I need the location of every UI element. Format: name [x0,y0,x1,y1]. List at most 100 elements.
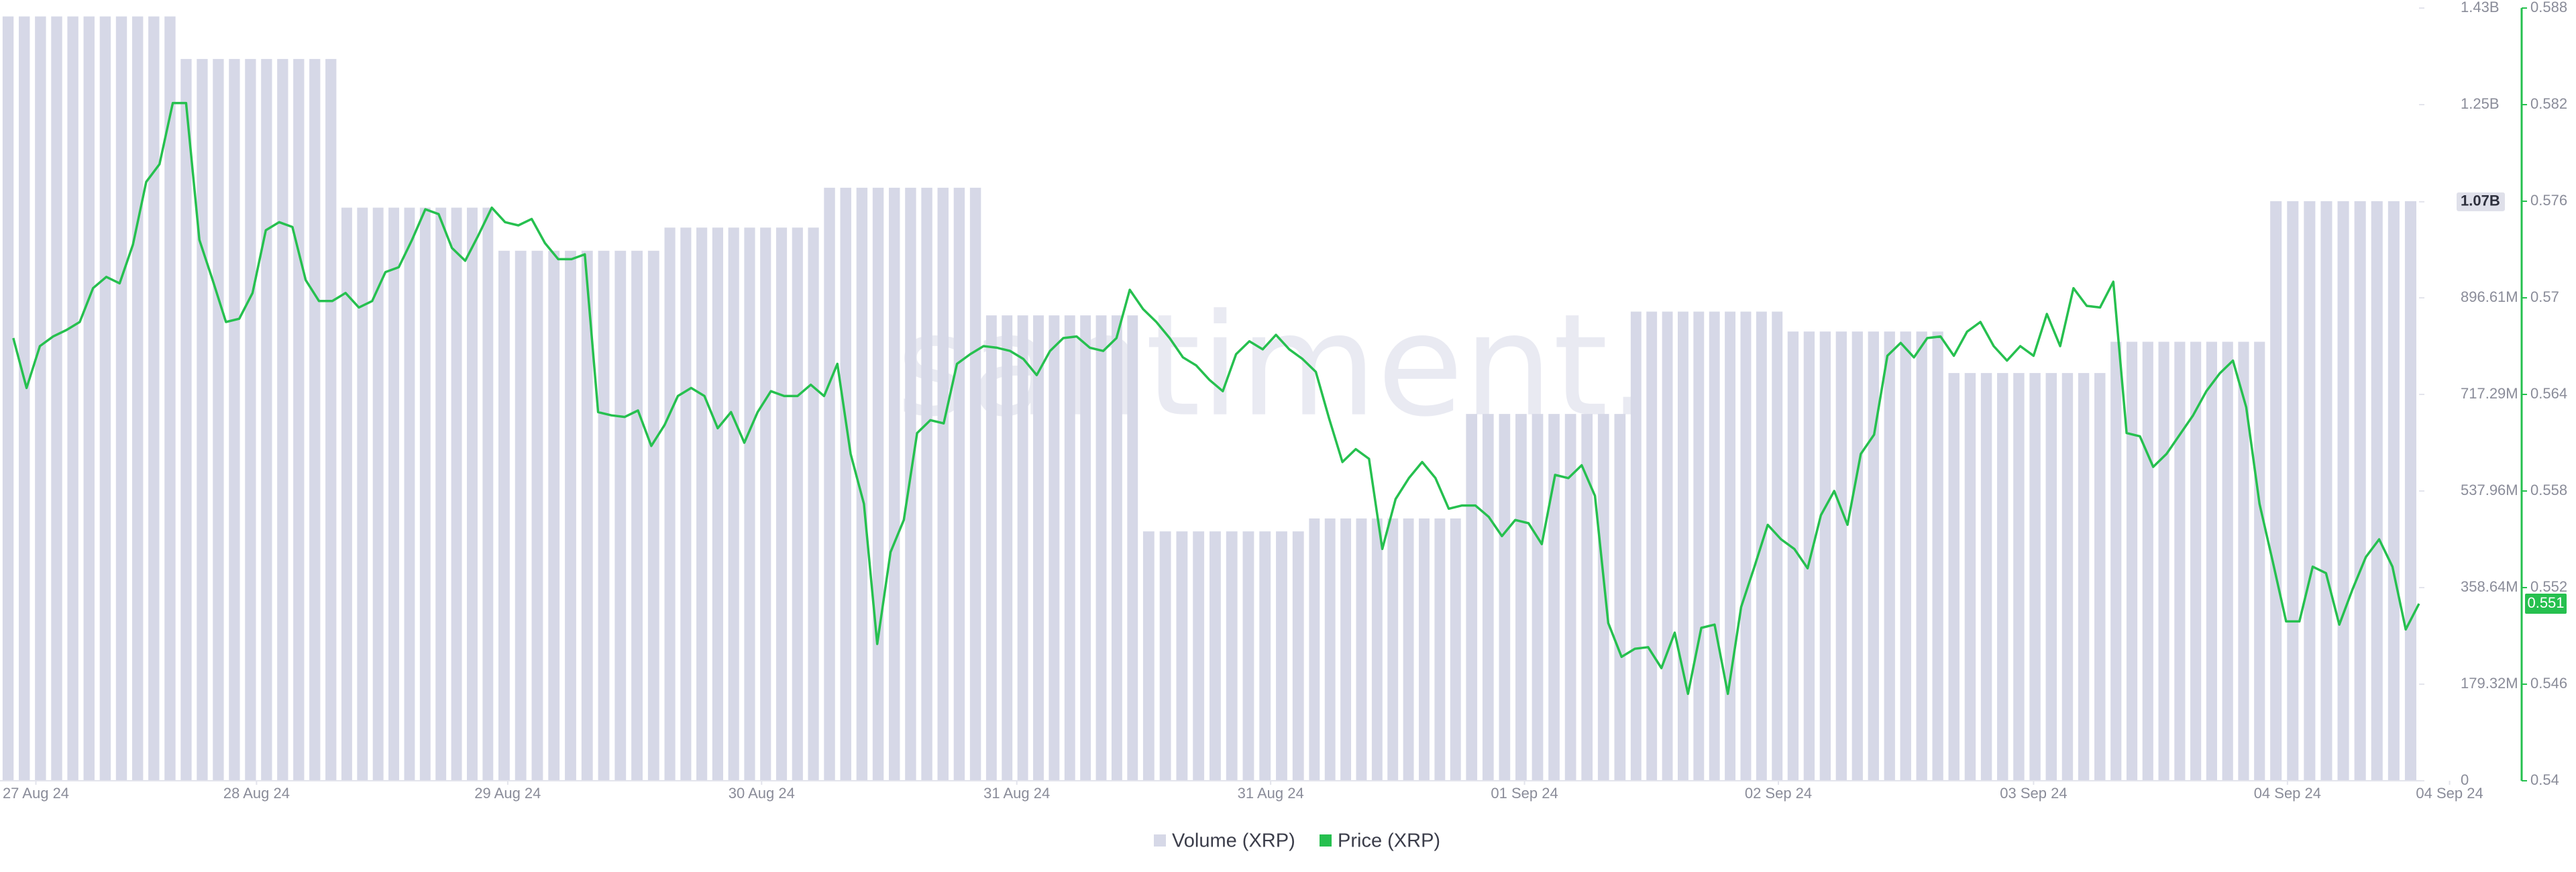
volume-bar [953,187,965,781]
y-tick-label: 717.29M [2461,385,2518,402]
volume-bar [1980,373,1992,781]
volume-bar [744,227,755,781]
volume-bar [1017,315,1028,781]
volume-bar [1725,311,1736,781]
volume-bar [131,16,144,781]
volume-bar [664,227,676,781]
volume-bar [1819,331,1831,781]
volume-bar [180,58,192,781]
volume-bar [148,16,160,781]
volume-bar [1740,311,1752,781]
volume-bar [1387,518,1399,781]
x-tick-label: 04 Sep 24 [2254,785,2321,802]
volume-bar [1142,531,1155,781]
y2-tick-label: 0.588 [2530,0,2567,15]
volume-bar [2110,341,2122,781]
volume-bar [2320,201,2332,781]
x-tick-label: 04 Sep 24 [2416,785,2483,802]
volume-bar [2404,201,2416,781]
volume-bar [293,58,305,781]
volume-bar [2142,341,2153,781]
volume-bar [905,187,916,781]
volume-bar [482,207,494,781]
volume-bar [598,250,610,781]
volume-bar [712,227,723,781]
volume-bar [1916,331,1927,781]
volume-bar [631,250,643,781]
volume-bar [1193,531,1205,781]
volume-bar [83,16,95,781]
volume-bar [1868,331,1879,781]
volume-bar [1309,518,1320,781]
y-tick-label: 358.64M [2461,578,2518,595]
volume-bar [1159,531,1171,781]
volume-bar [1371,518,1383,781]
volume-bar [1597,414,1609,781]
volume-bar [1064,315,1075,781]
volume-bar [1548,414,1560,781]
y-tick-label: 179.32M [2461,675,2518,692]
volume-bar [1581,414,1593,781]
volume-bar [1080,315,1091,781]
volume-bar [2013,373,2025,781]
volume-bar [1662,311,1673,781]
y-tick-label: 1.25B [2461,95,2500,112]
x-tick-label: 31 Aug 24 [1238,785,1304,802]
volume-bar [1948,373,1960,781]
y2-tick-label: 0.552 [2530,578,2567,595]
volume-bar [937,187,949,781]
volume-bar [1259,531,1271,781]
volume-bar [1127,315,1138,781]
volume-bar [2061,373,2074,781]
volume-bar [2078,373,2090,781]
volume-bar [856,187,868,781]
y-tick-label: 896.61M [2461,288,2518,305]
y2-tick-label: 0.564 [2530,385,2567,402]
volume-bar [2158,341,2169,781]
volume-bar [1176,531,1188,781]
volume-bar [647,250,659,781]
volume-bar [1646,311,1658,781]
volume-bar [2222,341,2233,781]
volume-bar [985,315,997,781]
volume-bar [277,58,288,781]
volume-bar [2287,201,2299,781]
price-last-label: 0.551 [2527,594,2564,611]
volume-bar [372,207,384,781]
volume-bar [357,207,368,781]
legend-label: Price (XRP) [1338,830,1440,852]
volume-bar [213,58,224,781]
volume-bar [1515,414,1527,781]
volume-bar [614,250,627,781]
x-tick-label: 30 Aug 24 [729,785,795,802]
volume-bar [164,16,176,781]
y-tick-label: 1.43B [2461,0,2500,15]
volume-bar [498,250,510,781]
volume-bar [1434,518,1446,781]
volume-bar [2238,341,2249,781]
volume-bar [309,58,321,781]
price-line [12,101,2420,696]
volume-bar [341,207,352,781]
volume-bar [2270,201,2282,781]
volume-bar [1499,414,1511,781]
volume-bar [680,227,692,781]
volume-bar [792,227,803,781]
x-tick-label: 02 Sep 24 [1745,785,1812,802]
volume-bar [1614,414,1626,781]
volume-bar [1049,315,1060,781]
volume-bar [2304,201,2316,781]
volume-bar [2045,373,2057,781]
volume-bar [2254,341,2265,781]
y2-tick-label: 0.582 [2530,95,2567,112]
volume-bar [1356,518,1367,781]
volume-bar [969,187,981,781]
volume-bar [2206,341,2217,781]
volume-bar [99,16,111,781]
y-tick-label: 0 [2461,771,2469,788]
volume-bar [1111,315,1122,781]
volume-bar [1677,311,1688,781]
volume-bar [1532,414,1544,781]
